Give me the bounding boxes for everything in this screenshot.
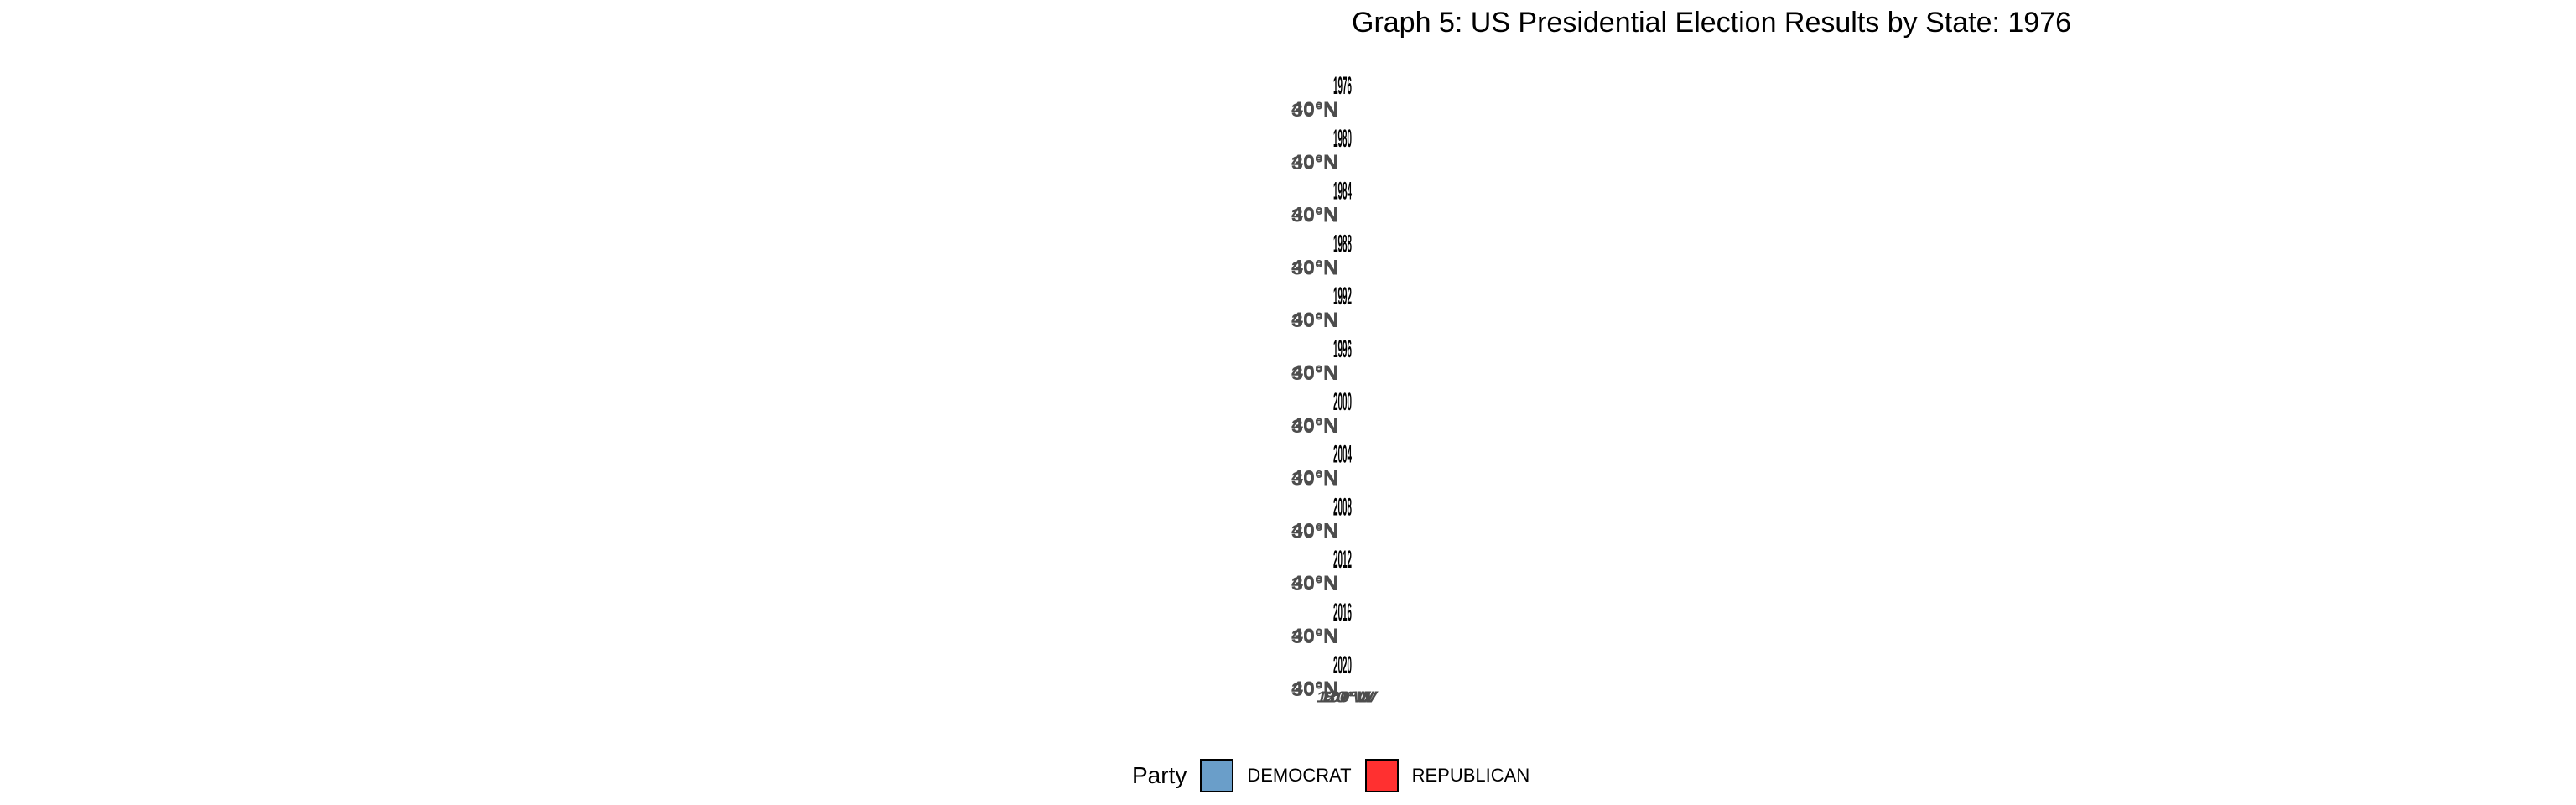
legend-label-democrat: DEMOCRAT <box>1247 765 1352 786</box>
y-tick-label: 40°N <box>1291 98 1338 119</box>
legend-swatch-democrat <box>1200 759 1234 792</box>
facet-strip-label: 1992 <box>1333 283 1352 310</box>
y-tick-label: 40°N <box>1291 309 1338 330</box>
y-tick-label: 40°N <box>1291 256 1338 277</box>
y-tick-label: 30°N <box>1291 574 1338 595</box>
facet-strip-label: 2008 <box>1333 493 1352 521</box>
facet-strip-label: 1980 <box>1333 125 1352 153</box>
legend-item-democrat: DEMOCRAT <box>1200 759 1352 792</box>
y-tick-label: 40°N <box>1291 519 1338 540</box>
y-tick-label: 40°N <box>1291 414 1338 435</box>
y-tick-label: 40°N <box>1291 678 1338 699</box>
x-tick-label: 120°W <box>1317 689 1372 706</box>
facet-strip-label: 1984 <box>1333 178 1352 205</box>
facet-strip-label: 2012 <box>1333 546 1352 574</box>
y-tick-label: 30°N <box>1291 626 1338 647</box>
y-tick-label: 40°N <box>1291 625 1338 646</box>
y-tick-label: 30°N <box>1291 363 1338 384</box>
y-tick-label: 30°N <box>1291 100 1338 121</box>
y-tick-label: 40°N <box>1291 572 1338 593</box>
y-tick-label: 30°N <box>1291 257 1338 278</box>
y-tick-label: 30°N <box>1291 310 1338 331</box>
legend: Party DEMOCRAT REPUBLICAN <box>1132 755 1543 797</box>
facet-strip-label: 2000 <box>1333 388 1352 416</box>
y-tick-label: 40°N <box>1291 361 1338 382</box>
legend-title: Party <box>1132 762 1187 788</box>
facet-strip-label: 1996 <box>1333 335 1352 363</box>
y-tick-label: 30°N <box>1291 469 1338 490</box>
y-tick-label: 30°N <box>1291 153 1338 174</box>
x-tick-label: 80°W <box>1323 689 1379 706</box>
legend-swatch-republican <box>1364 759 1399 792</box>
y-tick-label: 30°N <box>1291 679 1338 700</box>
legend-item-republican: REPUBLICAN <box>1364 759 1530 792</box>
legend-label-republican: REPUBLICAN <box>1411 765 1530 786</box>
facet-strip-label: 2016 <box>1333 599 1352 626</box>
facet-strip-label: 2020 <box>1333 652 1352 679</box>
y-tick-label: 40°N <box>1291 467 1338 488</box>
chart-title: Graph 5: US Presidential Election Result… <box>1352 7 2072 39</box>
y-tick-label: 30°N <box>1291 416 1338 437</box>
y-tick-label: 40°N <box>1291 151 1338 172</box>
facet-strip-label: 1988 <box>1333 230 1352 257</box>
facet-strip-label: 2004 <box>1333 441 1352 469</box>
x-tick-label: 100°W <box>1320 689 1375 706</box>
y-tick-label: 30°N <box>1291 521 1338 542</box>
y-tick-label: 40°N <box>1291 204 1338 225</box>
y-tick-label: 30°N <box>1291 205 1338 226</box>
facet-strip-label: 1976 <box>1333 72 1352 100</box>
